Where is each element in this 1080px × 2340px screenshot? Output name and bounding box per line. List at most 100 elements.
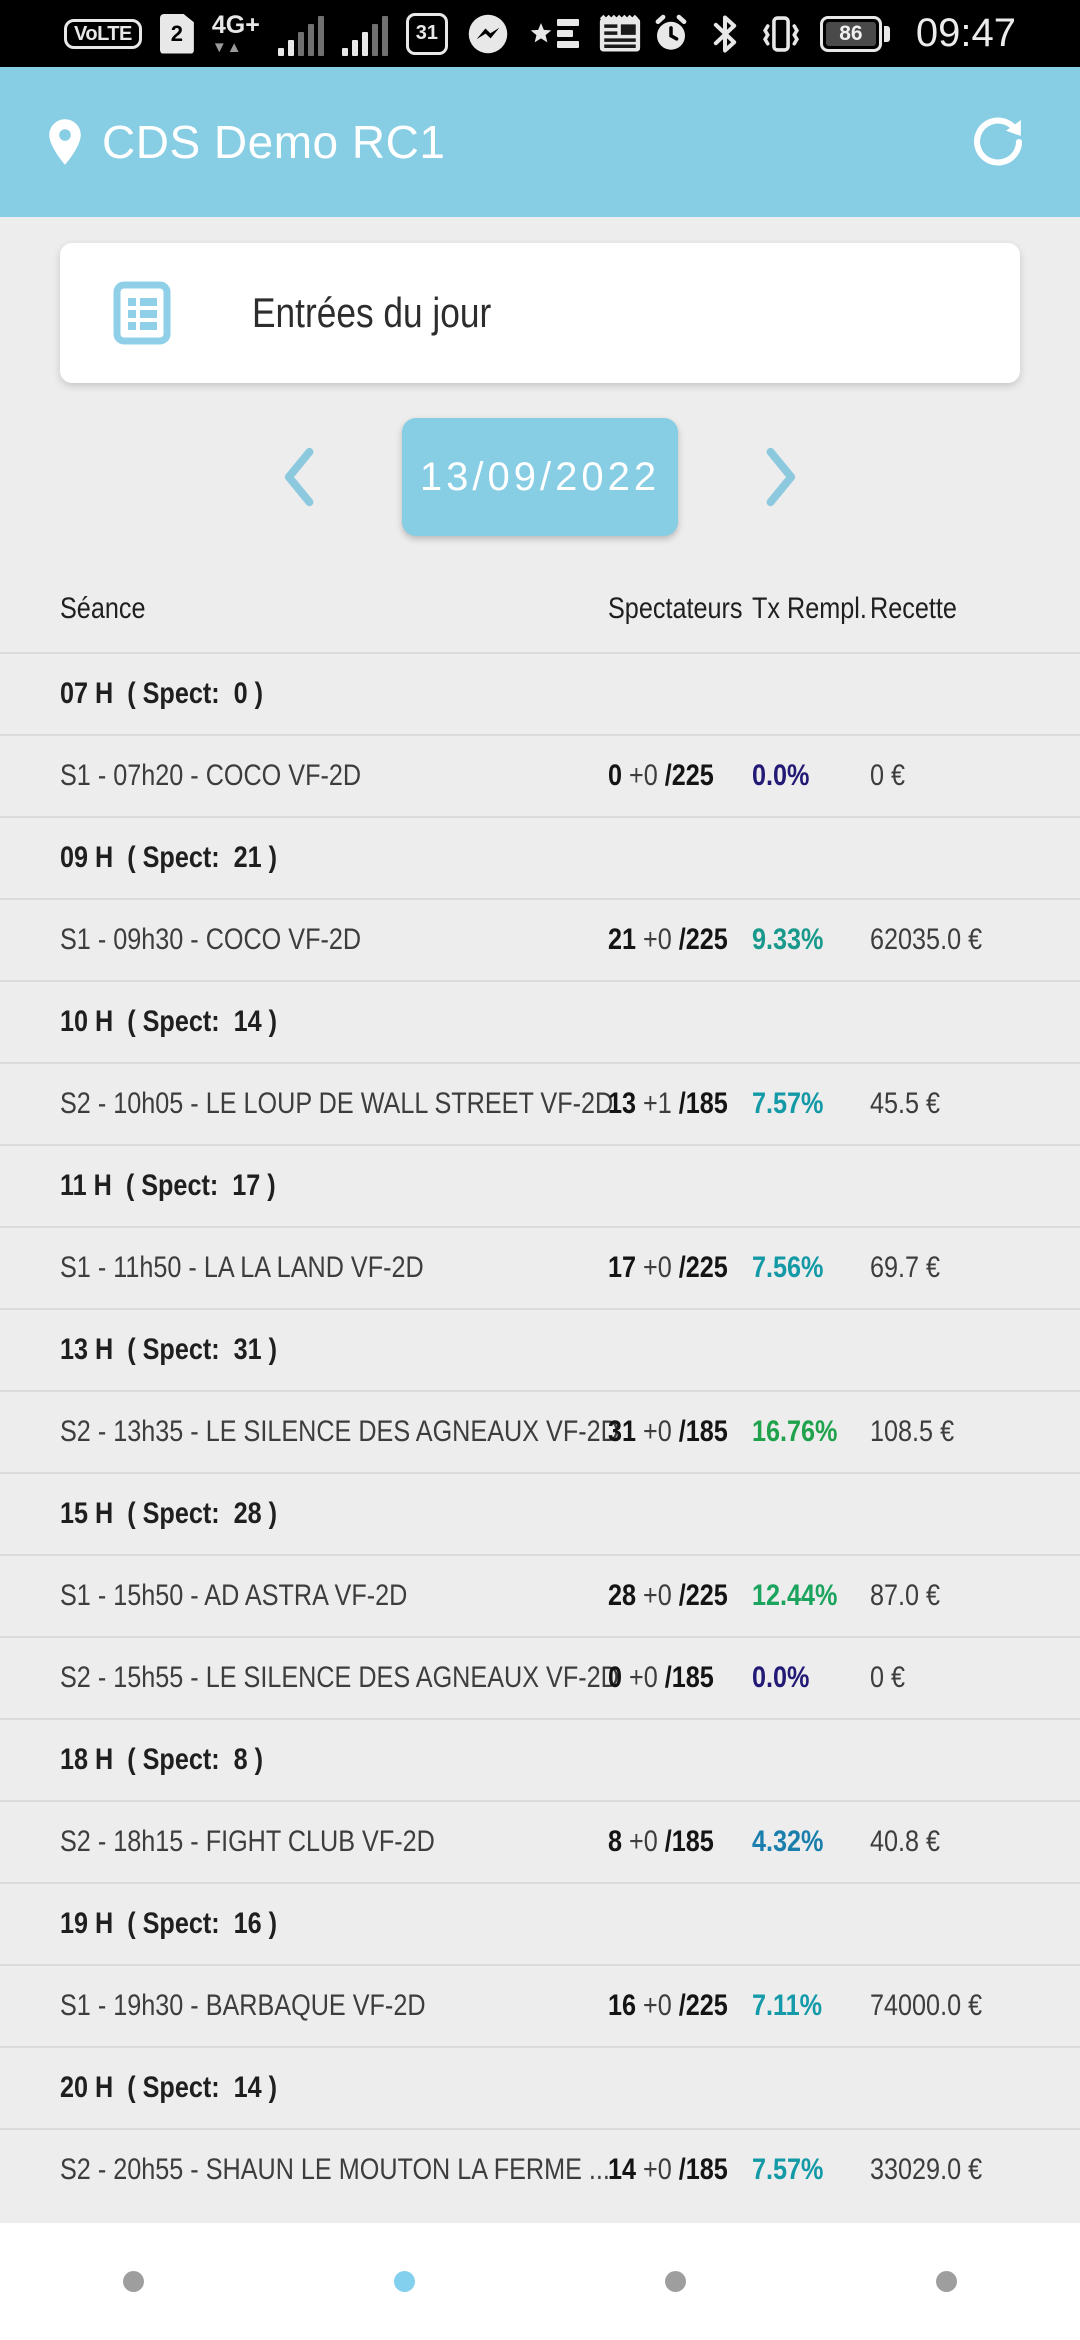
fill-rate-cell: 12.44% [752,1579,838,1612]
hour-group-label: 11 H ( Spect: 17 ) [60,1169,276,1202]
data-arrows-icon: ▼▲ [211,38,242,56]
spectators-cell: 8 +0 /185 [608,1825,714,1858]
sim2-icon: 2 [159,13,194,54]
date-navigation: 13/09/2022 [0,383,1080,565]
hour-group-label: 15 H ( Spect: 28 ) [60,1497,278,1530]
seance-row: S2 - 18h15 - FIGHT CLUB VF-2D 8 +0 /185 4.… [0,1800,1080,1882]
column-header-seance: Séance [60,591,146,625]
newspaper-icon [599,14,640,51]
revenue-cell: 62035.0 € [870,923,983,956]
spectators-cell: 16 +0 /225 [608,1989,728,2022]
network-type-label: 4G+ [211,10,260,39]
section-card-entrees-du-jour[interactable]: Entrées du jour [60,243,1020,383]
messenger-icon [468,14,508,53]
bluetooth-icon [713,14,737,53]
list-icon [113,281,171,345]
revenue-cell: 74000.0 € [870,1989,983,2022]
vibrate-icon [762,15,799,52]
seance-name: S1 - 15h50 - AD ASTRA VF-2D [60,1579,408,1612]
location-pin-icon [49,119,81,165]
status-bar-right: 86 09:47 [650,11,1016,56]
hour-group-row: 10 H ( Spect: 14 ) [0,980,1080,1062]
hour-group-row: 19 H ( Spect: 16 ) [0,1882,1080,1964]
refresh-button[interactable] [960,104,1036,180]
fill-rate-cell: 4.32% [752,1825,824,1858]
clock-time: 09:47 [915,11,1016,55]
pager-dot-active[interactable] [394,2271,415,2292]
spectators-cell: 13 +1 /185 [608,1087,728,1120]
spectators-cell: 14 +0 /185 [608,2153,728,2186]
seance-name: S2 - 18h15 - FIGHT CLUB VF-2D [60,1825,435,1858]
seance-name: S2 - 20h55 - SHAUN LE MOUTON LA FERME ..… [60,2153,610,2186]
hour-group-row: 15 H ( Spect: 28 ) [0,1472,1080,1554]
revenue-cell: 69.7 € [870,1251,941,1284]
fill-rate-cell: 7.56% [752,1251,824,1284]
hour-group-label: 07 H ( Spect: 0 ) [60,677,264,710]
hour-group-label: 20 H ( Spect: 14 ) [60,2071,278,2104]
pager-dot[interactable] [936,2271,957,2292]
card-title: Entrées du jour [252,289,492,336]
fill-rate-cell: 16.76% [752,1415,838,1448]
seance-row: S1 - 11h50 - LA LA LAND VF-2D 17 +0 /225 7… [0,1226,1080,1308]
hour-group-row: 11 H ( Spect: 17 ) [0,1144,1080,1226]
hour-group-label: 09 H ( Spect: 21 ) [60,841,278,874]
page-indicator [0,2223,1080,2340]
seance-name: S2 - 13h35 - LE SILENCE DES AGNEAUX VF-2… [60,1415,619,1448]
revenue-cell: 0 € [870,1661,906,1694]
revenue-cell: 0 € [870,759,906,792]
battery-icon: 86 [819,15,890,52]
revenue-cell: 87.0 € [870,1579,941,1612]
hour-group-row: 09 H ( Spect: 21 ) [0,816,1080,898]
fill-rate-cell: 0.0% [752,759,810,792]
app-header: CDS Demo RC1 [0,67,1080,217]
seance-table-body: 07 H ( Spect: 0 ) S1 - 07h20 - COCO VF-2D… [0,652,1080,2210]
fill-rate-cell: 0.0% [752,1661,810,1694]
seance-name: S2 - 10h05 - LE LOUP DE WALL STREET VF-2… [60,1087,614,1120]
hour-group-label: 13 H ( Spect: 31 ) [60,1333,278,1366]
hour-group-label: 18 H ( Spect: 8 ) [60,1743,264,1776]
lequipe-icon [528,19,579,48]
hour-group-row: 18 H ( Spect: 8 ) [0,1718,1080,1800]
fill-rate-cell: 7.57% [752,1087,824,1120]
seance-name: S1 - 07h20 - COCO VF-2D [60,759,362,792]
column-header-recette: Recette [870,591,957,625]
seance-name: S1 - 11h50 - LA LA LAND VF-2D [60,1251,424,1284]
seance-row: S2 - 15h55 - LE SILENCE DES AGNEAUX VF-2… [0,1636,1080,1718]
alarm-icon [655,14,687,50]
column-header-tx-rempl: Tx Rempl. [752,591,867,625]
seance-name: S1 - 09h30 - COCO VF-2D [60,923,362,956]
4g-plus-icon: 4G+ ▼▲ [211,10,260,56]
column-header-spectateurs: Spectateurs [608,591,743,625]
seance-row: S1 - 07h20 - COCO VF-2D 0 +0 /225 0.0% 0 € [0,734,1080,816]
calendar-icon: 31 [405,12,448,55]
revenue-cell: 108.5 € [870,1415,955,1448]
table-header: Séance Spectateurs Tx Rempl. Recette [0,565,1080,652]
next-day-button[interactable] [746,435,818,519]
previous-day-button[interactable] [262,435,334,519]
revenue-cell: 33029.0 € [870,2153,983,2186]
seance-row: S1 - 09h30 - COCO VF-2D 21 +0 /225 9.33% 62… [0,898,1080,980]
signal-bars-sim2-icon [341,12,388,56]
hour-group-row: 07 H ( Spect: 0 ) [0,652,1080,734]
page-title: CDS Demo RC1 [102,116,446,168]
hour-group-row: 20 H ( Spect: 14 ) [0,2046,1080,2128]
fill-rate-cell: 7.11% [752,1989,823,2022]
status-bar-left: VoLTE 2 4G+ ▼▲ 31 [64,12,650,56]
hour-group-row: 13 H ( Spect: 31 ) [0,1308,1080,1390]
pager-dot[interactable] [123,2271,144,2292]
pager-dot[interactable] [665,2271,686,2292]
spectators-cell: 0 +0 /225 [608,759,714,792]
seance-row: S2 - 13h35 - LE SILENCE DES AGNEAUX VF-2… [0,1390,1080,1472]
revenue-cell: 45.5 € [870,1087,941,1120]
volte-badge-icon: VoLTE [64,18,142,49]
seance-row: S2 - 20h55 - SHAUN LE MOUTON LA FERME ..… [0,2128,1080,2210]
hour-group-label: 10 H ( Spect: 14 ) [60,1005,278,1038]
fill-rate-cell: 9.33% [752,923,824,956]
seance-row: S1 - 15h50 - AD ASTRA VF-2D 28 +0 /225 12.… [0,1554,1080,1636]
revenue-cell: 40.8 € [870,1825,941,1858]
status-bar: VoLTE 2 4G+ ▼▲ 31 [0,0,1080,67]
fill-rate-cell: 7.57% [752,2153,824,2186]
date-picker-button[interactable]: 13/09/2022 [402,418,678,536]
spectators-cell: 28 +0 /225 [608,1579,728,1612]
